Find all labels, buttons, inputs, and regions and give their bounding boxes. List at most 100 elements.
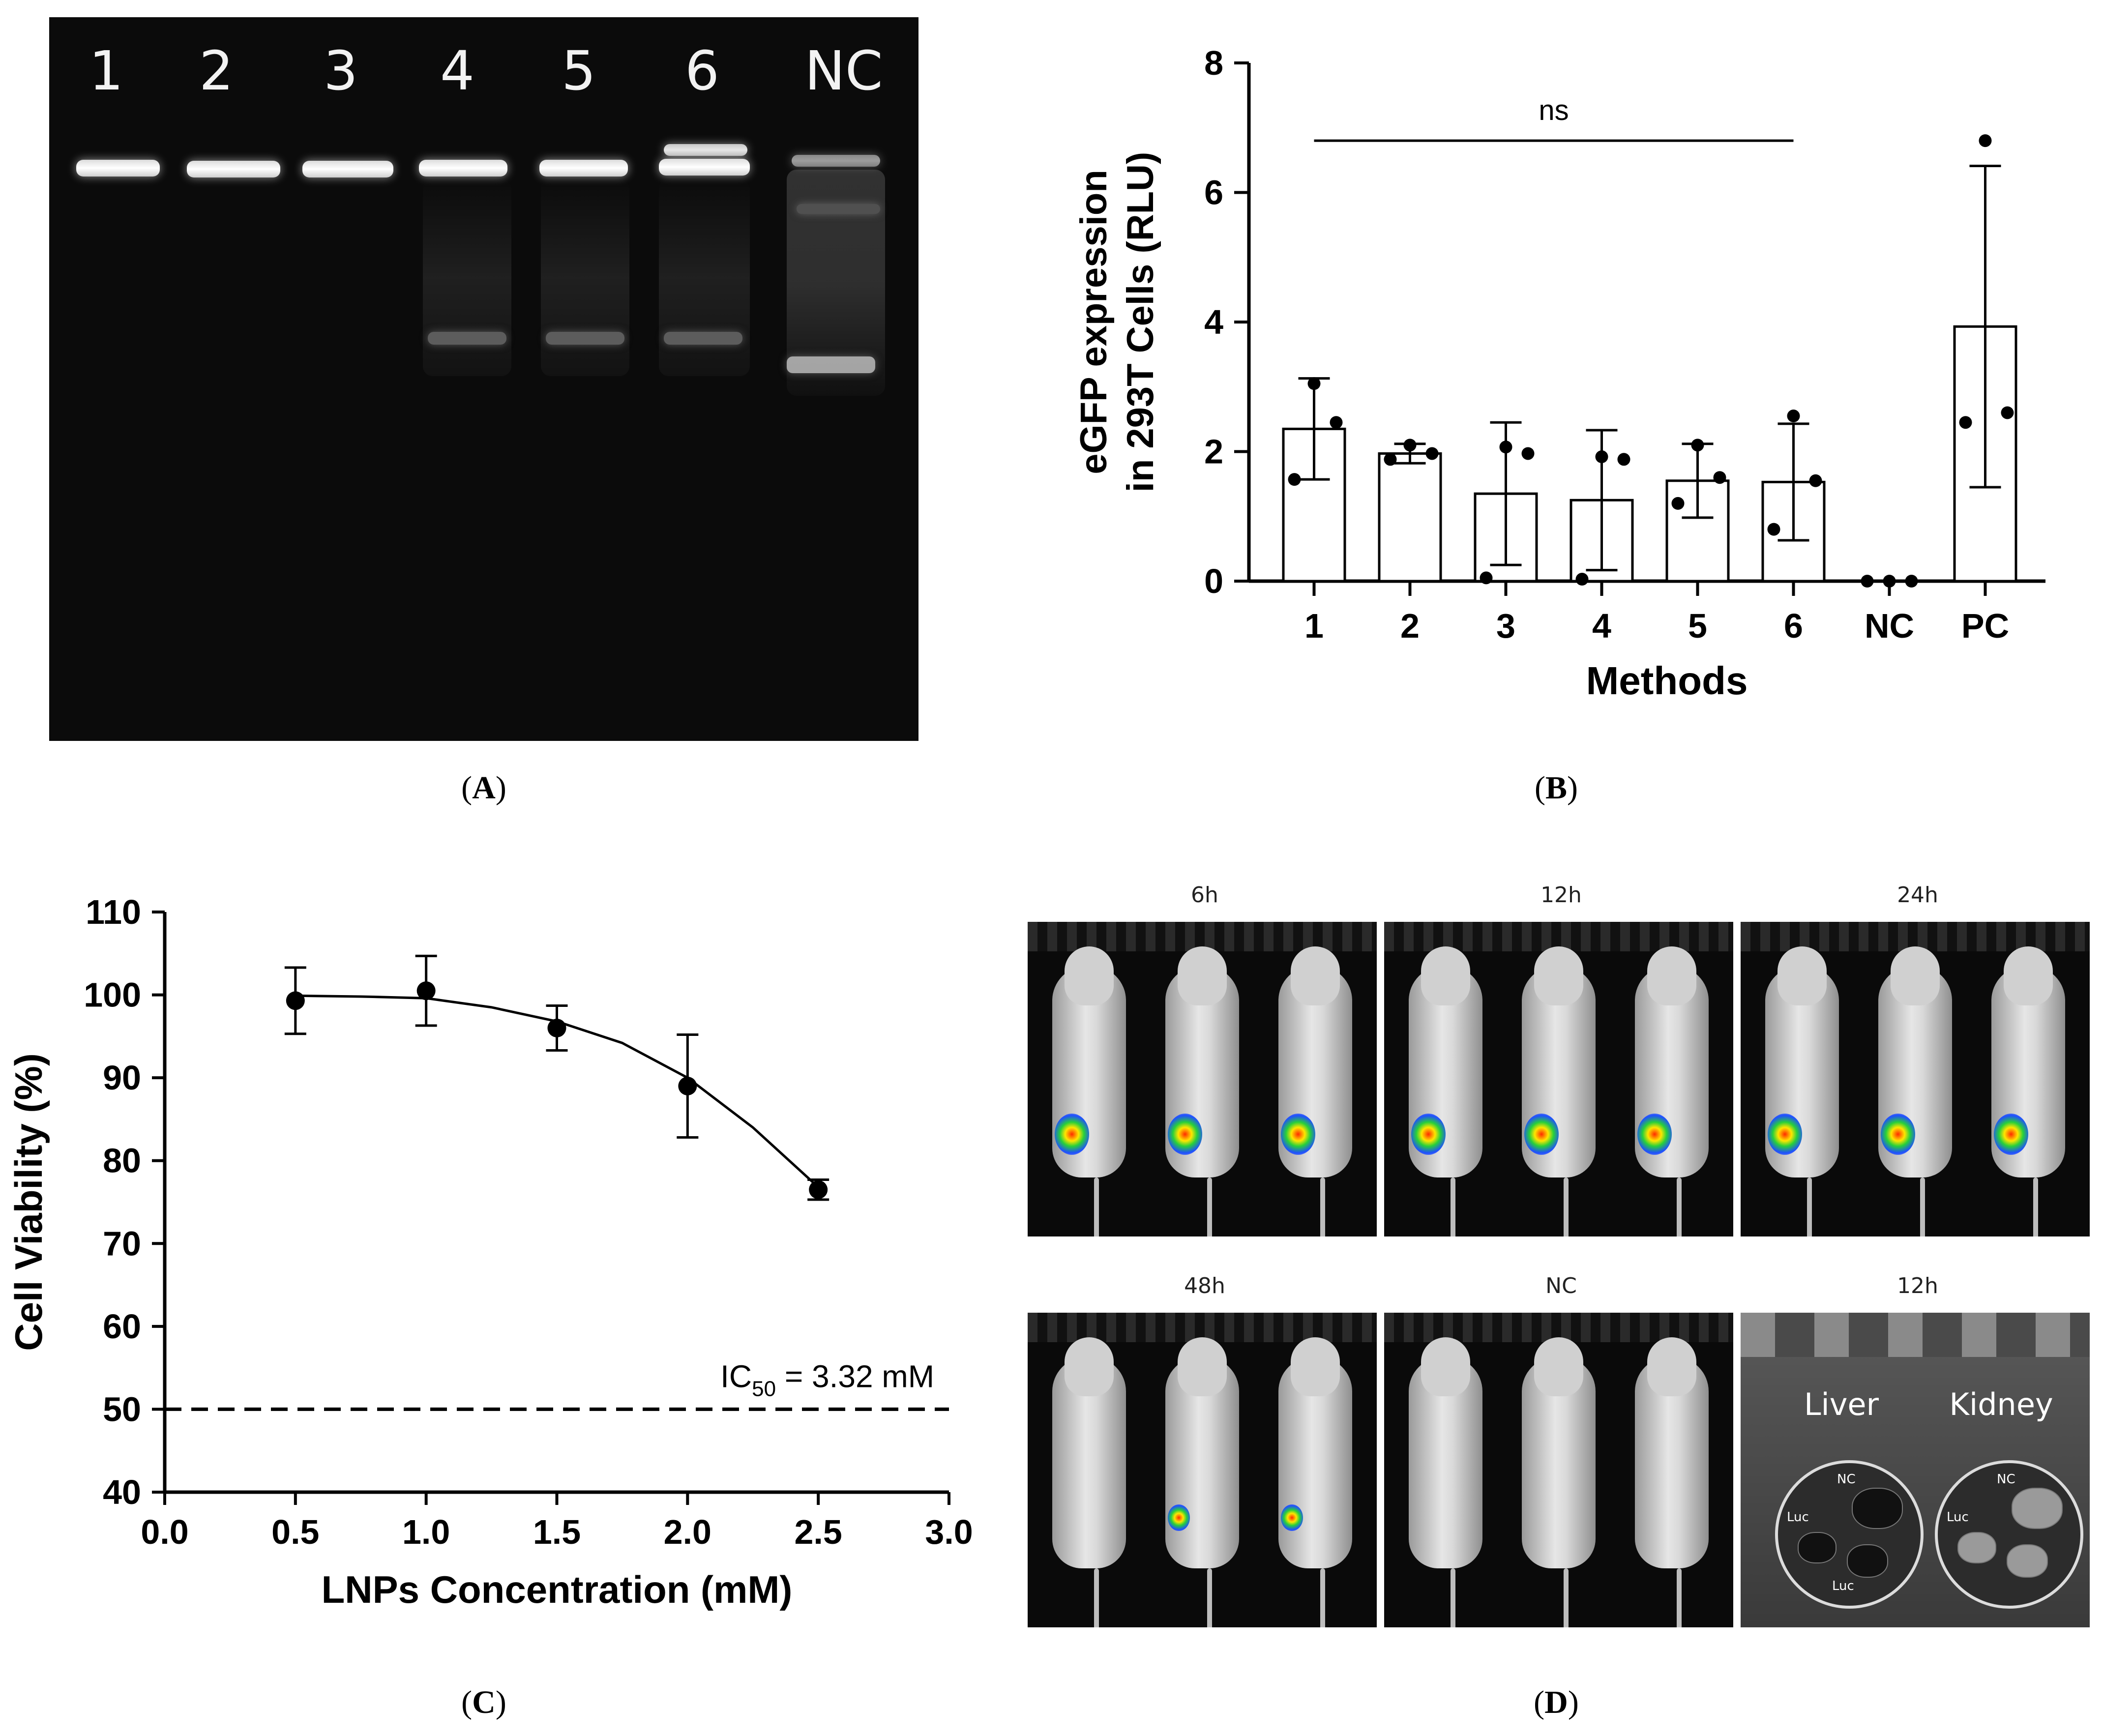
gel-lane-label: 4 xyxy=(440,39,474,102)
mouse-tail xyxy=(1207,1568,1212,1627)
data-point xyxy=(1403,439,1417,452)
organ-label: Kidney xyxy=(1949,1386,2053,1422)
bioluminescence-signal xyxy=(1411,1114,1446,1155)
gel-well-band xyxy=(659,159,750,176)
imaging-panel xyxy=(1384,922,1733,1236)
data-point xyxy=(1425,447,1439,460)
x-tick-label: 3 xyxy=(1496,607,1515,645)
x-tick-label: 2 xyxy=(1400,607,1420,645)
data-point xyxy=(809,1180,828,1199)
x-tick-label: 2.0 xyxy=(664,1513,711,1551)
x-tick-label: 1.0 xyxy=(402,1513,450,1551)
mouse-head xyxy=(1647,1337,1696,1396)
data-point xyxy=(1979,134,1992,147)
organ-tissue xyxy=(1852,1488,1903,1529)
mouse-head xyxy=(2004,946,2053,1005)
y-axis-title-line2: in 293T Cells (RLU) xyxy=(1120,152,1161,493)
data-point xyxy=(1595,450,1608,464)
data-point xyxy=(1959,416,1972,429)
ic50-prefix: IC xyxy=(720,1358,752,1394)
data-point xyxy=(286,991,305,1010)
mouse-tail xyxy=(1564,1177,1569,1236)
mouse-tail xyxy=(1320,1568,1325,1627)
x-tick-label: 1.5 xyxy=(533,1513,581,1551)
gel-well-band xyxy=(792,155,880,167)
dish-label-luc: Luc xyxy=(1787,1510,1809,1525)
x-tick-label: 2.5 xyxy=(795,1513,842,1551)
imaging-panel xyxy=(1741,922,2090,1236)
mouse xyxy=(1630,946,1714,1202)
x-tick-label: NC xyxy=(1865,607,1914,645)
x-tick-label: 6 xyxy=(1784,607,1803,645)
bioluminescence-signal xyxy=(1768,1114,1802,1155)
mouse-head xyxy=(1421,1337,1470,1396)
gel-lane-label: 6 xyxy=(685,39,719,102)
mouse-tail xyxy=(1677,1568,1682,1627)
dish-label-luc: Luc xyxy=(1947,1510,1969,1525)
imaging-panel-title: 12h xyxy=(1897,1273,1938,1298)
gel-band xyxy=(664,332,742,345)
y-tick-label: 6 xyxy=(1204,174,1223,212)
data-point xyxy=(1767,523,1780,536)
imaging-panel xyxy=(1028,922,1377,1236)
data-point xyxy=(1480,571,1493,585)
data-point xyxy=(1288,473,1301,486)
y-tick-label: 90 xyxy=(103,1059,141,1097)
data-point xyxy=(547,1019,566,1037)
mouse-head xyxy=(1291,1337,1340,1396)
ic50-label: IC50 = 3.32 mM xyxy=(720,1358,934,1401)
mouse xyxy=(1160,946,1244,1202)
mouse xyxy=(1274,946,1357,1202)
x-axis-title: LNPs Concentration (mM) xyxy=(322,1568,793,1611)
gel-image: 1 2 3 4 5 6 NC xyxy=(49,17,918,741)
x-tick-label: 1 xyxy=(1304,607,1324,645)
data-point xyxy=(1307,377,1321,390)
y-tick-label: 40 xyxy=(103,1473,141,1511)
y-tick-label: 4 xyxy=(1204,303,1223,341)
viability-chart: 40 50 60 70 80 90 100 110 0.0 0.5 1.0 1.5 2.0 2.5 3.0 I… xyxy=(7,893,973,1611)
significance-label: ns xyxy=(1539,94,1569,126)
bioluminescence-signal xyxy=(1637,1114,1672,1155)
x-tick-label: 3.0 xyxy=(925,1513,973,1551)
imaging-panel-title: 12h xyxy=(1540,883,1582,908)
y-axis-title: Cell Viability (%) xyxy=(7,1053,50,1351)
dish-label-nc: NC xyxy=(1837,1472,1856,1487)
panel-label-a: (A) xyxy=(461,770,506,806)
panel-label-b: (B) xyxy=(1535,770,1578,806)
x-tick-label: 4 xyxy=(1592,607,1611,645)
imaging-panel-title: 24h xyxy=(1897,883,1938,908)
data-point xyxy=(1713,471,1726,484)
bar-chart-egfp: 0 2 4 6 8 1 2 3 4 5 6 NC PC ns Methods eGFP expression i… xyxy=(1073,44,2045,703)
mouse-head xyxy=(1534,946,1583,1005)
data-point xyxy=(1575,573,1589,586)
y-tick-label: 50 xyxy=(103,1390,141,1428)
gel-well-band xyxy=(539,160,628,177)
data-point xyxy=(416,981,436,1000)
petri-dish: NC Luc Luc xyxy=(1775,1460,1924,1609)
data-point xyxy=(1521,447,1535,460)
data-point xyxy=(1691,439,1704,452)
data-point xyxy=(1861,575,1874,588)
mouse xyxy=(1760,946,1844,1202)
bar xyxy=(1378,452,1442,583)
gel-band xyxy=(546,332,624,345)
mouse-head xyxy=(1421,946,1470,1005)
mouse xyxy=(1404,946,1487,1202)
y-tick-label: 80 xyxy=(103,1142,141,1180)
mouse xyxy=(1517,1337,1600,1593)
mouse-head xyxy=(1178,946,1227,1005)
bioluminescence-signal xyxy=(1994,1114,2028,1155)
mouse-head xyxy=(1647,946,1696,1005)
y-tick-label: 100 xyxy=(84,976,141,1014)
gel-band xyxy=(797,204,880,214)
y-tick-label: 70 xyxy=(103,1224,141,1263)
organ-tissue xyxy=(1957,1532,1996,1563)
mouse xyxy=(1986,946,2070,1202)
gel-smear xyxy=(659,179,750,376)
mouse-head xyxy=(1065,1337,1114,1396)
data-point xyxy=(678,1077,697,1095)
bioluminescence-signal xyxy=(1168,1114,1202,1155)
mouse-tail xyxy=(1807,1177,1812,1236)
imaging-panel: Liver NC Luc Luc Kidney NC Luc Luc xyxy=(1741,1313,2090,1627)
imaging-panel-title: NC xyxy=(1545,1273,1577,1298)
